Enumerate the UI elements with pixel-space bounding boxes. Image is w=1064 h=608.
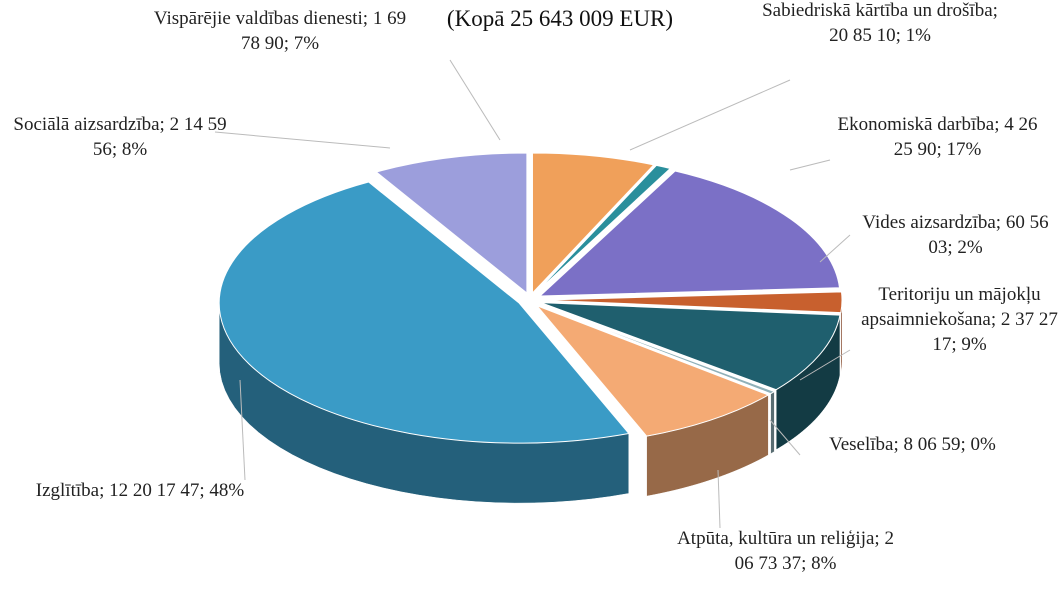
data-label: Vispārējie valdības dienesti; 1 69 78 90…	[150, 6, 410, 56]
separator: ;	[895, 25, 906, 46]
leader-line	[449, 59, 501, 141]
pie-slice	[534, 164, 672, 294]
data-label-text: Vispārējie valdības dienesti; 1 69 78 90…	[150, 6, 410, 56]
percent-label: 7%	[293, 33, 320, 54]
percent-label: 8%	[811, 553, 837, 574]
separator: ;	[801, 553, 812, 574]
value-label: 1 69 78 90	[240, 8, 407, 54]
category-name: Ekonomiskā darbība	[837, 114, 995, 135]
separator: ;	[362, 8, 373, 29]
pie-slice	[541, 291, 843, 314]
data-label: Izglītība; 12 20 17 47; 48%	[20, 478, 260, 503]
leader-line	[819, 234, 851, 263]
value-label: 4 26 25 90	[893, 114, 1038, 160]
data-label: Atpūta, kultūra un reliģija; 2 06 73 37;…	[668, 526, 903, 576]
category-name: Vispārējie valdības dienesti	[153, 8, 363, 29]
percent-label: 0%	[970, 434, 996, 455]
separator: ;	[992, 0, 998, 21]
pie-tops	[218, 152, 843, 444]
leader-line	[239, 379, 246, 481]
separator: ;	[874, 528, 885, 549]
percent-label: 8%	[121, 139, 148, 160]
category-name: Veselība	[829, 434, 894, 455]
value-label: 2 06 73 37	[734, 528, 894, 574]
separator: ;	[960, 434, 971, 455]
pie-slice	[539, 304, 776, 395]
percent-label: 17%	[946, 139, 982, 160]
separator: ;	[99, 480, 110, 501]
value-label: 2 37 27 17	[932, 309, 1058, 355]
leader-line	[629, 79, 791, 151]
data-label-text: Izglītība; 12 20 17 47; 48%	[20, 478, 260, 503]
separator: ;	[995, 212, 1006, 233]
separator: ;	[159, 114, 170, 135]
category-name: Teritoriju un mājokļu apsaimniekošana	[861, 284, 1041, 330]
data-label: Veselība; 8 06 59; 0%	[800, 432, 1025, 457]
pie-slice	[218, 181, 630, 444]
pie-sides	[218, 300, 843, 504]
separator: ;	[936, 139, 947, 160]
chart-title-box: (Kopā 25 643 009 EUR)	[446, 6, 674, 31]
leader-line	[717, 469, 721, 529]
leader-line	[789, 159, 831, 171]
data-label-text: Sociālā aizsardzība; 2 14 59 56; 8%	[0, 112, 240, 162]
data-label: Vides aizsardzība; 60 56 03; 2%	[848, 210, 1063, 260]
data-label: Ekonomiskā darbība; 4 26 25 90; 17%	[830, 112, 1045, 162]
percent-label: 48%	[209, 480, 245, 501]
value-label: 20 85 10	[829, 25, 896, 46]
separator: ;	[990, 309, 1001, 330]
data-label-text: Vides aizsardzība; 60 56 03; 2%	[848, 210, 1063, 260]
leader-line	[214, 131, 391, 149]
data-label-text: Sabiedriskā kārtība un drošība; 20 85 10…	[760, 0, 1000, 48]
pie-slice	[538, 170, 841, 297]
category-name: Atpūta, kultūra un reliģija	[677, 528, 875, 549]
separator: ;	[951, 334, 962, 355]
separator: ;	[893, 434, 904, 455]
leader-line	[799, 349, 851, 381]
pie-slice	[540, 302, 841, 391]
separator: ;	[947, 237, 958, 258]
value-label: 12 20 17 47	[109, 480, 200, 501]
data-label: Sabiedriskā kārtība un drošība; 20 85 10…	[760, 0, 1000, 48]
data-label: Sociālā aizsardzība; 2 14 59 56; 8%	[0, 112, 240, 162]
data-label: Teritoriju un mājokļu apsaimniekošana; 2…	[852, 282, 1064, 357]
percent-label: 2%	[957, 237, 983, 258]
pie-slice	[536, 305, 770, 437]
separator: ;	[994, 114, 1005, 135]
category-name: Sociālā aizsardzība	[13, 114, 160, 135]
pie-slice	[375, 152, 528, 295]
category-name: Sabiedriskā kārtība un drošība	[762, 0, 993, 21]
category-name: Izglītība	[35, 480, 100, 501]
percent-label: 9%	[961, 334, 987, 355]
value-label: 8 06 59	[903, 434, 961, 455]
separator: ;	[111, 139, 122, 160]
data-label-text: Ekonomiskā darbība; 4 26 25 90; 17%	[830, 112, 1045, 162]
data-label-text: Atpūta, kultūra un reliģija; 2 06 73 37;…	[668, 526, 903, 576]
separator: ;	[199, 480, 210, 501]
separator: ;	[283, 33, 294, 54]
leader-line	[769, 419, 801, 456]
data-label-text: Teritoriju un mājokļu apsaimniekošana; 2…	[852, 282, 1064, 357]
data-label-text: Veselība; 8 06 59; 0%	[800, 432, 1025, 457]
category-name: Vides aizsardzība	[862, 212, 996, 233]
chart-title: (Kopā 25 643 009 EUR)	[446, 6, 674, 31]
value-label: 60 56 03	[928, 212, 1049, 258]
value-label: 2 14 59 56	[92, 114, 227, 160]
percent-label: 1%	[905, 25, 931, 46]
pie-slice	[531, 152, 655, 295]
